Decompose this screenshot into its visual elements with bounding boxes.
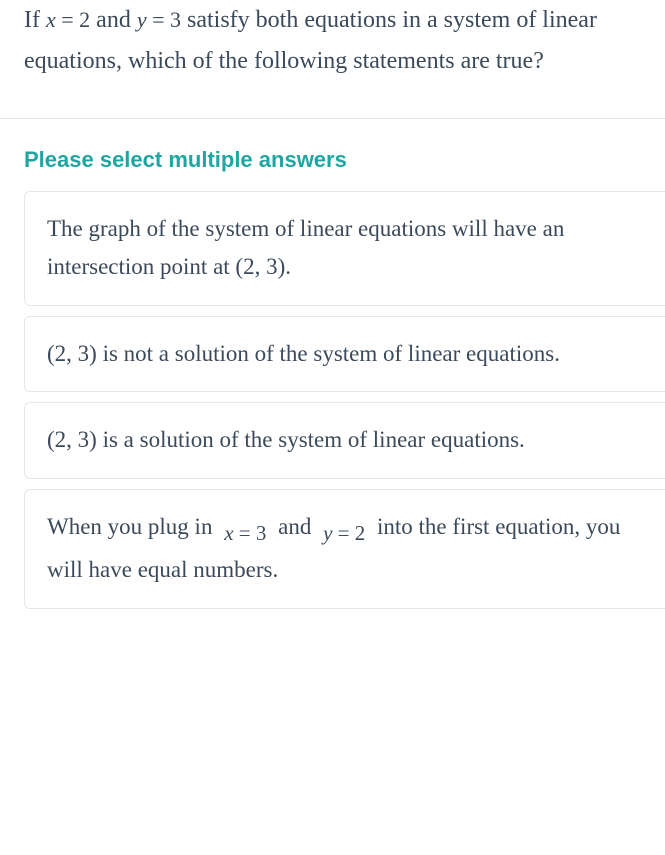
choice-d-math2: y = 2 xyxy=(317,516,371,551)
choice-c-text: (2, 3) is a solution of the system of li… xyxy=(47,427,525,452)
choice-d-x-var: x xyxy=(224,521,233,545)
choice-d-y-eq: = 2 xyxy=(332,521,365,545)
answer-choices: The graph of the system of linear equati… xyxy=(0,191,665,609)
choice-b-text: (2, 3) is not a solution of the system o… xyxy=(47,341,560,366)
choice-d-x-eq: = 3 xyxy=(234,521,267,545)
choice-d-part2: and xyxy=(272,514,317,539)
math-y-var: y xyxy=(137,7,147,32)
stem-text-pre: If xyxy=(24,7,46,33)
answer-choice-b[interactable]: (2, 3) is not a solution of the system o… xyxy=(24,316,665,393)
choice-d-part1: When you plug in xyxy=(47,514,218,539)
question-stem: If x = 2 and y = 3 satisfy both equation… xyxy=(0,0,665,118)
math-x-eq: = 2 xyxy=(56,7,90,32)
answer-choice-a[interactable]: The graph of the system of linear equati… xyxy=(24,191,665,306)
choice-a-text: The graph of the system of linear equati… xyxy=(47,216,564,280)
math-x-var: x xyxy=(46,7,56,32)
math-y-eq: = 3 xyxy=(147,7,181,32)
answer-choice-c[interactable]: (2, 3) is a solution of the system of li… xyxy=(24,402,665,479)
stem-text-mid: and xyxy=(90,7,137,33)
answer-choice-d[interactable]: When you plug in x = 3 and y = 2 into th… xyxy=(24,489,665,609)
choice-d-math1: x = 3 xyxy=(218,516,272,551)
section-divider xyxy=(0,118,665,119)
instruction-text: Please select multiple answers xyxy=(0,147,665,191)
